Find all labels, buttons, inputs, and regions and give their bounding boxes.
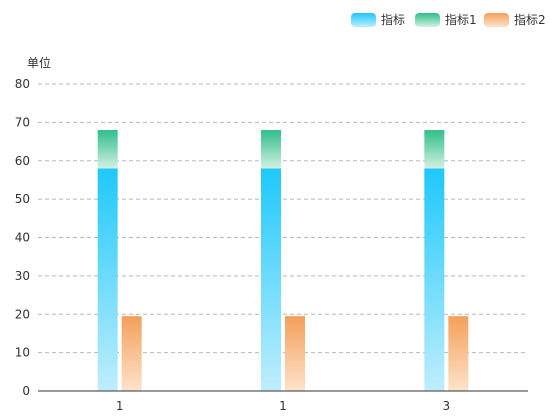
x-tick-labels: 1 1 3 xyxy=(116,399,450,413)
x-tick-label: 1 xyxy=(279,399,287,413)
legend-swatch xyxy=(415,13,440,27)
y-tick-labels: 0 10 20 30 40 50 60 70 80 xyxy=(15,77,30,398)
bar-指标-3[interactable] xyxy=(424,168,445,391)
x-tick-label: 1 xyxy=(116,399,124,413)
y-tick-label: 60 xyxy=(15,154,30,168)
y-tick-label: 70 xyxy=(15,115,30,129)
bar-指标-2[interactable] xyxy=(261,168,281,391)
y-tick-label: 10 xyxy=(15,346,30,360)
legend-item[interactable]: 指标 xyxy=(351,12,405,27)
y-axis-unit-label: 单位 xyxy=(27,55,51,70)
legend-item[interactable]: 指标2 xyxy=(484,12,546,27)
legend-swatch xyxy=(351,13,376,27)
bar-指标1-1[interactable] xyxy=(97,130,118,169)
y-tick-label: 40 xyxy=(15,231,30,245)
bar-指标2-3[interactable] xyxy=(448,316,469,391)
bar-指标-1[interactable] xyxy=(97,168,118,391)
legend-label: 指标1 xyxy=(445,12,477,27)
legend-label: 指标 xyxy=(381,12,405,27)
y-tick-label: 0 xyxy=(22,384,30,398)
legend-label: 指标2 xyxy=(514,12,546,27)
x-tick-label: 3 xyxy=(443,399,451,413)
legend: 指标 指标1 指标2 xyxy=(351,12,546,27)
bar-指标2-2[interactable] xyxy=(285,316,305,391)
y-tick-label: 80 xyxy=(15,77,30,91)
y-tick-label: 30 xyxy=(15,269,30,283)
bar-指标1-3[interactable] xyxy=(424,130,445,169)
y-tick-label: 20 xyxy=(15,307,30,321)
bars xyxy=(97,130,469,391)
y-tick-label: 50 xyxy=(15,192,30,206)
bar-指标2-1[interactable] xyxy=(121,316,142,391)
bar-指标1-2[interactable] xyxy=(261,130,281,169)
grid-lines xyxy=(38,83,528,354)
legend-swatch xyxy=(484,13,509,27)
legend-item[interactable]: 指标1 xyxy=(415,12,477,27)
